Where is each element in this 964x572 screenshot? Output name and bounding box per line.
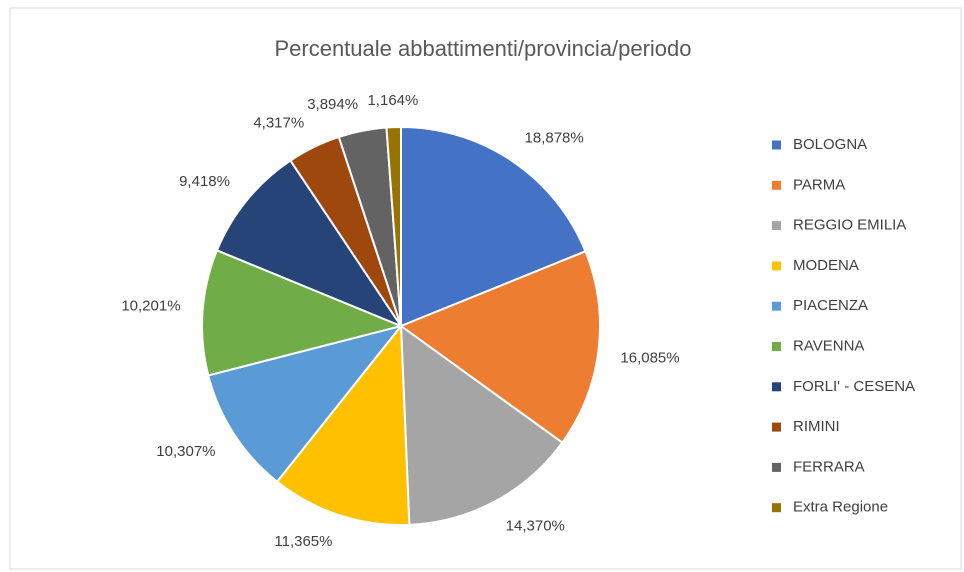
legend-label: BOLOGNA [793, 136, 867, 153]
legend-swatch [772, 422, 781, 432]
data-label: 10,201% [121, 298, 180, 315]
pie-slice [399, 323, 564, 526]
legend-swatch [772, 221, 781, 231]
data-label: 14,370% [506, 518, 565, 535]
pie-slice [215, 159, 404, 329]
legend-label: FORLI' - CESENA [793, 378, 915, 395]
pie-slice [385, 125, 402, 327]
pie-slice [398, 250, 601, 444]
legend-swatch [772, 342, 781, 351]
pie-slice [207, 324, 404, 484]
legend-swatch [772, 261, 781, 271]
pie-slice [400, 125, 587, 328]
legend-label: PIACENZA [793, 297, 868, 314]
legend-swatch [772, 301, 781, 311]
data-label: 10,307% [156, 443, 215, 460]
legend-label: RIMINI [793, 418, 840, 435]
data-label: 9,418% [179, 173, 230, 190]
legend-label: MODENA [793, 257, 859, 274]
data-label: 11,365% [274, 533, 332, 550]
legend-swatch [772, 503, 781, 513]
legend-swatch [772, 180, 781, 190]
data-label: 18,878% [525, 130, 584, 147]
legend-swatch [772, 140, 781, 150]
legend-label: REGGIO EMILIA [793, 217, 906, 234]
pie-slice [275, 323, 411, 526]
legend-label: FERRARA [793, 458, 865, 475]
data-label: 1,164% [367, 92, 418, 109]
legend-label: PARMA [793, 176, 845, 193]
pie-slice [201, 249, 405, 377]
data-label: 16,085% [620, 350, 679, 367]
legend-swatch [772, 462, 781, 472]
legend-label: Extra Regione [793, 499, 888, 516]
legend-swatch [772, 382, 781, 392]
data-label: 3,894% [307, 96, 358, 113]
legend-label: RAVENNA [793, 337, 864, 354]
chart-title: Percentuale abbattimenti/provincia/perio… [274, 36, 691, 61]
data-label: 4,317% [253, 114, 304, 131]
